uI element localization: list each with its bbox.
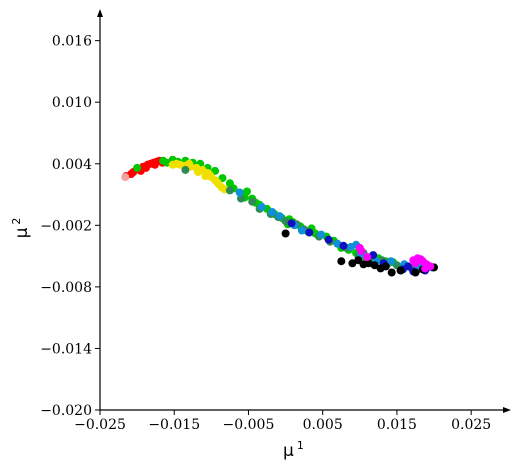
y-tick-label: 0.010 [52,95,92,111]
data-point [416,255,425,264]
data-point [387,268,396,277]
y-axis-label: μ2 [10,218,32,239]
data-point [287,219,296,228]
data-point [354,256,363,265]
y-tick-label: 0.004 [52,157,92,173]
data-point [305,228,314,237]
data-point [404,262,413,271]
data-point [317,230,326,239]
x-ticks: −0.025 −0.015 −0.005 0.005 0.015 0.025 [74,410,491,433]
plot-area [121,155,438,277]
data-point [363,253,372,262]
data-point [357,247,366,255]
data-point [213,178,222,187]
data-point [121,173,130,182]
x-tick-label: 0.015 [377,417,417,433]
data-point [348,259,357,268]
x-axis-arrow [503,407,511,413]
data-point [387,257,395,266]
x-tick-label: −0.025 [74,417,126,433]
data-point [339,241,348,250]
data-point [248,197,257,206]
data-point [297,226,306,235]
y-tick-label: −0.002 [40,218,92,234]
x-tick-label: 0.005 [303,417,343,433]
y-ticks: −0.020 −0.014 −0.008 −0.002 0.004 0.010 0.016 [40,34,100,419]
y-tick-label: −0.014 [40,341,92,357]
data-point [275,212,284,221]
data-point [133,163,142,172]
data-point [364,259,373,268]
data-point [201,172,210,181]
data-point [127,170,136,178]
data-point [237,194,245,203]
data-point [421,264,430,273]
data-point [396,266,405,275]
x-tick-label: 0.025 [451,417,491,433]
data-point [268,208,277,216]
data-point [142,163,150,172]
y-tick-label: −0.008 [40,280,92,296]
data-point [257,202,266,211]
data-point [181,165,190,174]
data-point [185,159,194,168]
x-tick-label: −0.015 [148,417,200,433]
data-point [381,262,390,271]
data-point [225,186,234,195]
data-point [243,187,251,196]
data-point [194,168,202,176]
y-tick-label: −0.020 [40,403,92,419]
data-point [281,229,290,238]
data-point [324,235,333,244]
data-point [337,257,346,266]
y-tick-label: 0.016 [52,34,92,50]
x-tick-label: −0.005 [223,417,275,433]
y-axis-arrow [97,9,103,17]
data-point [235,188,244,197]
data-point [411,268,420,277]
